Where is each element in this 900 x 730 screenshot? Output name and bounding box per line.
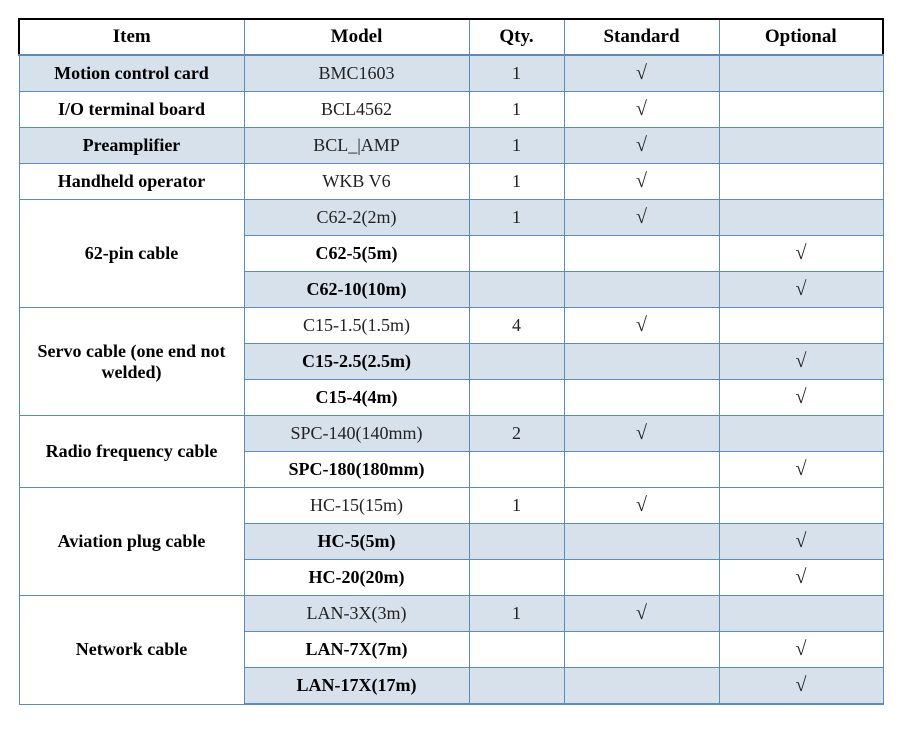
cell-qty xyxy=(469,524,564,560)
cell-optional xyxy=(719,164,883,200)
cell-standard: √ xyxy=(564,596,719,632)
cell-standard: √ xyxy=(564,92,719,128)
cell-item: Handheld operator xyxy=(19,164,244,200)
cell-optional xyxy=(719,416,883,452)
cell-model: LAN-7X(7m) xyxy=(244,632,469,668)
cell-qty xyxy=(469,632,564,668)
cell-optional xyxy=(719,308,883,344)
cell-standard: √ xyxy=(564,164,719,200)
cell-model: SPC-180(180mm) xyxy=(244,452,469,488)
cell-optional: √ xyxy=(719,632,883,668)
table-row: Network cableLAN-3X(3m)1√ xyxy=(19,596,883,632)
cell-model: C15-4(4m) xyxy=(244,380,469,416)
cell-qty xyxy=(469,272,564,308)
cell-qty: 1 xyxy=(469,128,564,164)
cell-standard xyxy=(564,668,719,705)
table-row: Motion control cardBMC16031√ xyxy=(19,55,883,92)
cell-qty xyxy=(469,560,564,596)
cell-model: HC-20(20m) xyxy=(244,560,469,596)
cell-optional xyxy=(719,596,883,632)
cell-optional: √ xyxy=(719,560,883,596)
cell-optional xyxy=(719,488,883,524)
table-header: Item Model Qty. Standard Optional xyxy=(19,19,883,55)
cell-model: HC-15(15m) xyxy=(244,488,469,524)
cell-standard xyxy=(564,272,719,308)
cell-model: WKB V6 xyxy=(244,164,469,200)
cell-item: 62-pin cable xyxy=(19,200,244,308)
cell-model: C15-1.5(1.5m) xyxy=(244,308,469,344)
table-row: Handheld operatorWKB V61√ xyxy=(19,164,883,200)
cell-standard: √ xyxy=(564,308,719,344)
cell-qty xyxy=(469,344,564,380)
header-item: Item xyxy=(19,19,244,55)
cell-standard xyxy=(564,632,719,668)
cell-item: Network cable xyxy=(19,596,244,705)
cell-model: LAN-3X(3m) xyxy=(244,596,469,632)
cell-model: BCL4562 xyxy=(244,92,469,128)
table-row: 62-pin cableC62-2(2m)1√ xyxy=(19,200,883,236)
table-row: Aviation plug cableHC-15(15m)1√ xyxy=(19,488,883,524)
cell-model: C62-10(10m) xyxy=(244,272,469,308)
cell-item: Motion control card xyxy=(19,55,244,92)
cell-qty xyxy=(469,236,564,272)
cell-qty xyxy=(469,668,564,705)
cell-optional: √ xyxy=(719,380,883,416)
cell-optional: √ xyxy=(719,668,883,705)
cell-item: Aviation plug cable xyxy=(19,488,244,596)
cell-qty: 1 xyxy=(469,92,564,128)
cell-item: I/O terminal board xyxy=(19,92,244,128)
cell-qty xyxy=(469,452,564,488)
cell-optional xyxy=(719,200,883,236)
cell-qty: 1 xyxy=(469,488,564,524)
cell-model: BCL_|AMP xyxy=(244,128,469,164)
cell-qty: 2 xyxy=(469,416,564,452)
cell-model: HC-5(5m) xyxy=(244,524,469,560)
cell-model: SPC-140(140mm) xyxy=(244,416,469,452)
cell-model: C62-5(5m) xyxy=(244,236,469,272)
cell-optional: √ xyxy=(719,272,883,308)
cell-standard xyxy=(564,560,719,596)
cell-optional xyxy=(719,55,883,92)
header-standard: Standard xyxy=(564,19,719,55)
cell-qty xyxy=(469,380,564,416)
cell-optional xyxy=(719,128,883,164)
cell-standard xyxy=(564,236,719,272)
cell-standard xyxy=(564,344,719,380)
cell-item: Radio frequency cable xyxy=(19,416,244,488)
cell-standard xyxy=(564,452,719,488)
cell-model: C15-2.5(2.5m) xyxy=(244,344,469,380)
cell-model: BMC1603 xyxy=(244,55,469,92)
cell-optional: √ xyxy=(719,344,883,380)
cell-standard: √ xyxy=(564,128,719,164)
table-row: PreamplifierBCL_|AMP1√ xyxy=(19,128,883,164)
cell-qty: 1 xyxy=(469,164,564,200)
cell-optional: √ xyxy=(719,452,883,488)
cell-standard xyxy=(564,524,719,560)
cell-qty: 1 xyxy=(469,596,564,632)
cell-optional: √ xyxy=(719,236,883,272)
table-row: Servo cable (one end not welded)C15-1.5(… xyxy=(19,308,883,344)
table-body: Motion control cardBMC16031√I/O terminal… xyxy=(19,55,883,704)
cell-model: C62-2(2m) xyxy=(244,200,469,236)
header-optional: Optional xyxy=(719,19,883,55)
cell-standard: √ xyxy=(564,200,719,236)
cell-qty: 1 xyxy=(469,55,564,92)
cell-optional: √ xyxy=(719,524,883,560)
cell-item: Preamplifier xyxy=(19,128,244,164)
cell-standard: √ xyxy=(564,55,719,92)
header-qty: Qty. xyxy=(469,19,564,55)
table-row: Radio frequency cableSPC-140(140mm)2√ xyxy=(19,416,883,452)
cell-optional xyxy=(719,92,883,128)
parts-table: Item Model Qty. Standard Optional Motion… xyxy=(18,18,884,705)
cell-item: Servo cable (one end not welded) xyxy=(19,308,244,416)
table-row: I/O terminal boardBCL45621√ xyxy=(19,92,883,128)
cell-standard: √ xyxy=(564,488,719,524)
cell-qty: 1 xyxy=(469,200,564,236)
cell-standard xyxy=(564,380,719,416)
cell-standard: √ xyxy=(564,416,719,452)
cell-qty: 4 xyxy=(469,308,564,344)
header-model: Model xyxy=(244,19,469,55)
cell-model: LAN-17X(17m) xyxy=(244,668,469,705)
